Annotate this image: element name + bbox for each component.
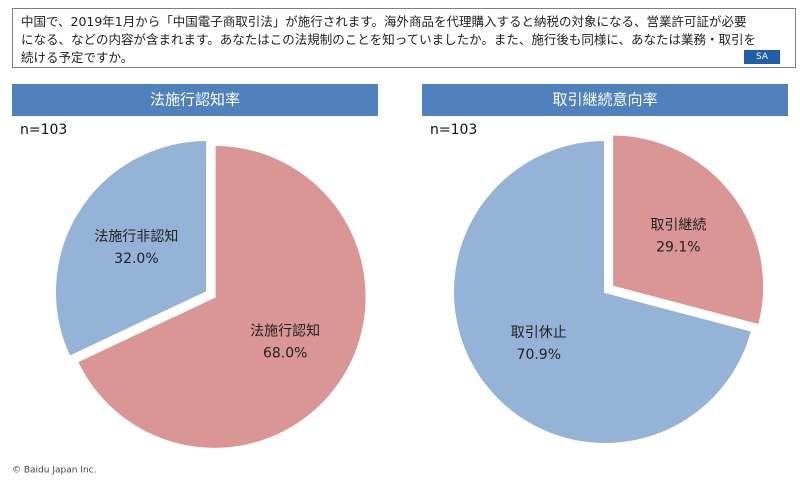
sample-size: n=103 (430, 122, 477, 138)
title-bar (12, 84, 378, 116)
slice-value: 70.9% (517, 347, 561, 363)
slice-label: 取引休止 (511, 325, 567, 341)
chart-title: 取引継続意向率 (552, 91, 657, 109)
pie-slice (75, 143, 368, 450)
badge: SA (744, 50, 780, 64)
pie-slice (611, 133, 766, 327)
title-bar (422, 84, 788, 116)
slice-value: 29.1% (656, 239, 700, 255)
chart-title: 法施行認知率 (150, 91, 240, 109)
sample-size: n=103 (20, 122, 67, 138)
slice-label: 取引継続 (650, 216, 706, 233)
slice-value: 68.0% (263, 346, 307, 362)
footer: © Baidu Japan Inc. (12, 466, 96, 476)
slice-value: 32.0% (114, 251, 158, 267)
pie-slice (452, 138, 754, 445)
slice-label: 法施行非認知 (94, 228, 178, 245)
pie-slice (54, 138, 208, 359)
question: 中国で、2019年1月から「中国電子商取引法」が施行されます。海外商品を代理購入… (12, 8, 796, 68)
slice-label: 法施行認知 (250, 323, 320, 340)
